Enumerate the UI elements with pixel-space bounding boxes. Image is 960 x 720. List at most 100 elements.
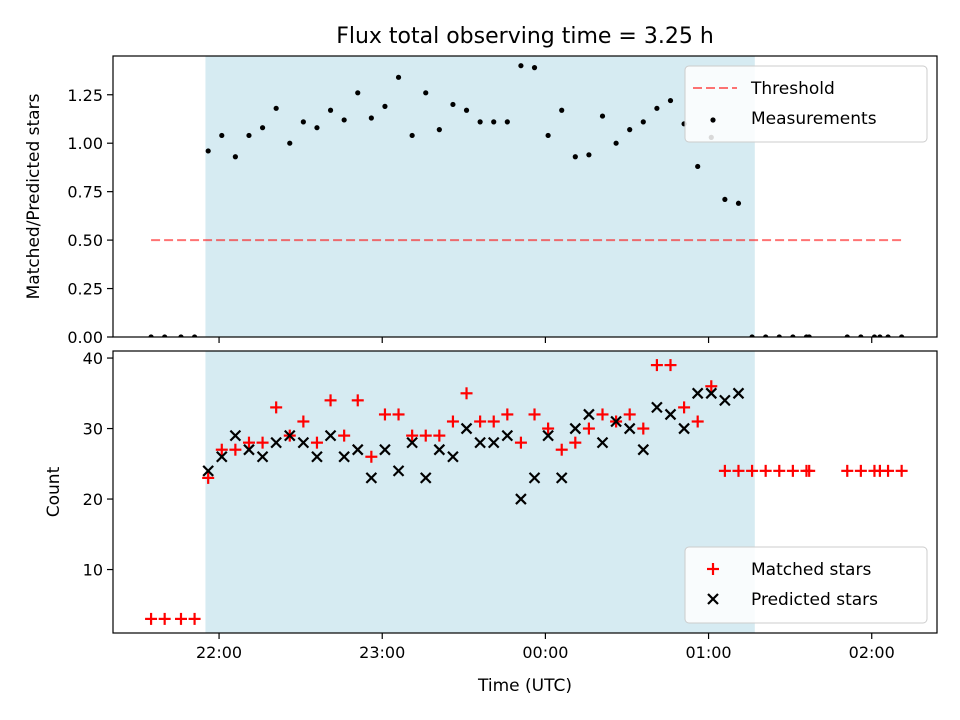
- predicted-star-marker: [732, 387, 745, 400]
- measurement-point: [395, 74, 402, 80]
- observing-span: [205, 351, 755, 633]
- matched-star-marker: [773, 464, 786, 477]
- matched-star-marker: [365, 450, 378, 463]
- legend-measurement-swatch: [710, 117, 716, 123]
- matched-star-marker: [882, 464, 895, 477]
- predicted-star-marker: [705, 387, 718, 400]
- predicted-star-marker: [229, 429, 242, 442]
- matched-star-marker: [406, 429, 419, 442]
- measurement-point: [382, 103, 388, 109]
- matched-star-marker: [378, 408, 391, 421]
- matched-star-marker: [324, 394, 337, 407]
- measurement-point: [518, 63, 524, 69]
- chart-title: Flux total observing time = 3.25 h: [336, 24, 714, 49]
- measurement-point: [776, 334, 782, 337]
- matched-star-marker: [623, 408, 636, 421]
- predicted-star-marker: [651, 401, 663, 414]
- measurement-point: [423, 90, 429, 96]
- measurement-point: [545, 132, 551, 139]
- predicted-star-marker: [338, 450, 350, 463]
- predicted-star-marker: [297, 436, 310, 449]
- matched-star-marker: [501, 408, 514, 421]
- measurement-point: [613, 140, 619, 146]
- measurement-point: [559, 107, 565, 113]
- matched-star-marker: [596, 408, 609, 421]
- measurement-point: [722, 196, 728, 203]
- matched-star-marker: [841, 464, 854, 477]
- measurement-point: [341, 117, 347, 123]
- matched-star-marker: [542, 422, 555, 435]
- y-axis-label: Count: [44, 466, 64, 517]
- matched-star-marker: [297, 415, 310, 428]
- matched-star-marker: [746, 464, 759, 477]
- predicted-star-marker: [419, 472, 432, 484]
- measurement-point: [491, 119, 497, 125]
- measurement-point: [287, 140, 293, 146]
- measurement-point: [858, 334, 864, 337]
- matched-star-marker: [854, 464, 867, 477]
- matched-star-marker: [487, 415, 500, 428]
- measurement-point: [586, 152, 592, 158]
- matched-star-marker: [433, 429, 446, 442]
- measurement-point: [640, 119, 646, 125]
- measurement-point: [273, 105, 279, 111]
- measurement-point: [844, 334, 850, 337]
- matched-star-marker: [514, 436, 527, 449]
- y-tick-label: 0.00: [67, 328, 103, 347]
- legend: Matched stars Predicted stars: [684, 546, 928, 624]
- predicted-star-marker: [678, 422, 690, 435]
- matched-star-marker: [786, 464, 799, 477]
- matched-star-marker: [803, 464, 816, 477]
- matched-star-marker: [474, 415, 487, 428]
- measurement-point: [871, 334, 878, 337]
- matched-star-marker: [446, 415, 459, 428]
- predicted-star-marker: [555, 472, 568, 484]
- matched-star-marker: [392, 408, 405, 421]
- predicted-star-marker: [637, 443, 650, 456]
- matched-star-marker: [691, 415, 704, 428]
- measurement-point: [450, 101, 456, 108]
- predicted-star-marker: [365, 472, 378, 484]
- predicted-star-marker: [569, 422, 582, 435]
- x-tick-label: 02:00: [849, 643, 895, 662]
- measurement-point: [259, 125, 266, 131]
- y-tick-label: 0.75: [67, 183, 103, 202]
- measurement-point: [885, 334, 891, 337]
- predicted-star-marker: [501, 429, 514, 442]
- predicted-star-marker: [623, 422, 636, 435]
- predicted-star-marker: [664, 408, 677, 421]
- measurement-point: [355, 90, 361, 96]
- measurement-point: [695, 163, 701, 170]
- measurement-point: [654, 105, 660, 111]
- measurement-point: [790, 334, 796, 337]
- measurement-point: [735, 200, 742, 206]
- predicted-star-marker: [542, 429, 554, 442]
- matched-star-marker: [242, 436, 255, 449]
- matched-star-marker: [637, 422, 650, 435]
- y-tick-label: 0.50: [67, 231, 103, 250]
- predicted-star-marker: [596, 436, 609, 449]
- predicted-star-marker: [691, 387, 704, 400]
- plot-marks: [148, 63, 905, 337]
- measurement-point: [477, 119, 483, 125]
- matched-star-marker: [174, 612, 187, 625]
- predicted-star-marker: [256, 450, 269, 463]
- matched-star-marker: [664, 359, 677, 372]
- predicted-star-marker: [583, 408, 595, 421]
- matched-star-marker: [555, 443, 568, 456]
- predicted-star-marker: [528, 472, 541, 484]
- matched-star-marker: [678, 401, 691, 414]
- measurement-point: [191, 334, 198, 337]
- measurement-point: [327, 107, 334, 113]
- legend-predicted-swatch: [707, 593, 719, 605]
- plot-marks: [145, 359, 908, 625]
- y-tick-label: 1.00: [67, 134, 103, 153]
- matched-star-marker: [202, 471, 215, 484]
- measurement-point: [504, 119, 510, 125]
- y-tick-label: 10: [83, 561, 103, 580]
- measurement-point: [599, 113, 606, 119]
- predicted-star-marker: [392, 465, 405, 477]
- predicted-star-marker: [474, 436, 486, 449]
- predicted-star-marker: [406, 436, 418, 449]
